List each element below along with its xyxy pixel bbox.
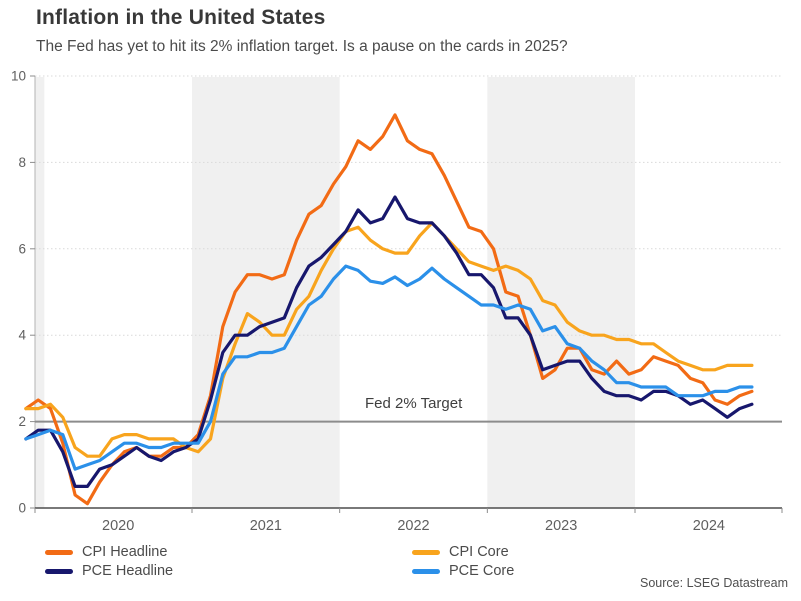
series-line-cpi-core [24,221,754,458]
legend-label: PCE Headline [82,563,174,579]
legend-item-cpi-core: CPI Core [412,544,509,560]
y-tick-label-0: 0 [18,501,26,516]
fed-target-annotation: Fed 2% Target [365,395,463,412]
legend-swatch-icon [45,549,73,555]
x-tick-label-2020: 2020 [102,518,134,534]
y-tick-label-6: 6 [18,241,26,256]
page-subtitle: The Fed has yet to hit its 2% inflation … [36,38,568,55]
x-tick-label-2021: 2021 [250,518,282,534]
legend-label: CPI Headline [82,544,168,560]
x-tick-label-2024: 2024 [693,518,725,534]
legend-item-pce-core: PCE Core [412,563,514,579]
source-credit: Source: LSEG Datastream [640,576,788,590]
series-line-pce-core [24,264,754,471]
legend-item-cpi-headline: CPI Headline [45,544,167,560]
x-tick-label-2022: 2022 [397,518,429,534]
legend-label: PCE Core [449,563,515,579]
y-tick-label-4: 4 [18,328,26,343]
year-band-2021 [192,77,340,508]
series-line-pce-headline [24,195,754,488]
legend-swatch-icon [412,568,440,574]
y-tick-label-10: 10 [11,69,26,84]
chart-legend: CPI Headline CPI Core PCE Headline PCE Core [0,0,801,579]
year-band-2019 [35,77,45,508]
legend-swatch-icon [412,549,440,555]
legend-swatch-icon [45,568,73,574]
legend-item-pce-headline: PCE Headline [45,563,173,579]
y-tick-label-8: 8 [18,155,26,170]
legend-label: CPI Core [449,544,509,560]
x-tick-label-2023: 2023 [545,518,577,534]
page-title: Inflation in the United States [36,6,326,29]
series-line-cpi-headline [24,113,754,506]
y-tick-label-2: 2 [18,414,26,429]
